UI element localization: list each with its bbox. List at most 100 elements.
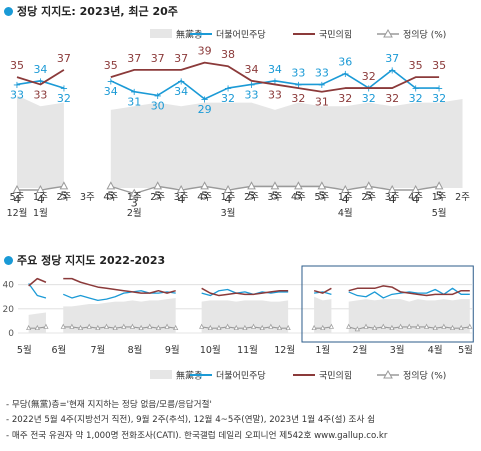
minjoo-series-line — [314, 291, 332, 295]
justice-data-label: 5 — [60, 189, 67, 202]
legend-justice-label: 정의당 (%) — [403, 30, 446, 41]
justice-point — [12, 184, 22, 193]
justice-point — [34, 324, 40, 331]
minjoo-series-line — [62, 290, 176, 302]
justice-point — [434, 181, 444, 190]
ppp-series-line — [201, 287, 289, 297]
justice-data-label: 4 — [412, 193, 419, 206]
minjoo-data-label: 37 — [385, 52, 399, 65]
bottom-chart-title: 주요 정당 지지도 2022-2023 — [4, 252, 165, 268]
x-tick-label: 2주 — [361, 192, 376, 203]
justice-point — [216, 324, 222, 331]
bottom-chart-title-text: 주요 정당 지지도 2022-2023 — [17, 254, 166, 267]
justice-point — [458, 324, 464, 331]
justice-data-label: 5 — [436, 189, 443, 202]
justice-point — [223, 184, 233, 193]
legend-none-icon — [150, 370, 172, 379]
justice-point — [43, 323, 49, 329]
footnote-definition: - 무당(無黨)층='현재 지지하는 정당 없음/모름/응답거절' — [6, 400, 212, 410]
ppp-data-label: 35 — [432, 59, 446, 72]
justice-point — [423, 323, 430, 329]
x-tick-label: 2주 — [150, 192, 165, 203]
minjoo-data-label: 33 — [245, 88, 259, 101]
title-dot-icon — [4, 6, 13, 16]
minjoo-data-label: 31 — [127, 96, 141, 109]
justice-point — [153, 181, 163, 190]
justice-point — [364, 181, 374, 190]
x-tick-label: 2주 — [455, 192, 470, 203]
minjoo-point: + — [130, 87, 138, 98]
month-label: 1월 — [315, 344, 330, 356]
ppp-data-label: 35 — [104, 59, 118, 72]
justice-point — [389, 324, 395, 331]
month-label: 4월 — [428, 344, 443, 356]
minjoo-data-label: 34 — [174, 85, 188, 98]
minjoo-point: + — [247, 80, 255, 91]
justice-point — [200, 181, 209, 190]
x-tick-label: 2주 — [244, 192, 259, 203]
none-area-band — [110, 99, 463, 188]
minjoo-point: + — [294, 80, 302, 91]
minjoo-data-label: 33 — [315, 66, 329, 79]
minjoo-data-label: 30 — [151, 99, 165, 112]
justice-point — [311, 324, 317, 331]
minjoo-point: + — [435, 84, 443, 95]
justice-point — [138, 324, 144, 331]
justice-point — [59, 181, 69, 190]
minjoo-data-label: 33 — [291, 66, 305, 79]
justice-point — [129, 323, 136, 329]
justice-data-label: 5 — [248, 189, 255, 202]
justice-data-label: 5 — [271, 189, 278, 202]
justice-point — [103, 323, 110, 329]
ppp-series-line — [28, 277, 47, 287]
month-label: 10월 — [200, 344, 221, 356]
legend-none-icon — [150, 29, 172, 38]
justice-point — [340, 184, 350, 193]
justice-point — [406, 323, 412, 329]
justice-point — [129, 188, 139, 197]
ppp-data-label: 32 — [338, 92, 352, 105]
minjoo-data-label: 32 — [432, 92, 446, 105]
legend-minjoo-icon-marker: + — [197, 371, 205, 382]
justice-point — [363, 323, 369, 329]
justice-data-label: 4 — [342, 193, 349, 206]
minjoo-point: + — [177, 76, 185, 87]
x-tick-label: 1주 — [127, 192, 142, 203]
justice-data-label: 5 — [201, 189, 208, 202]
x-tick-label: 1주 — [221, 192, 236, 203]
x-tick-label: 3주 — [385, 192, 400, 203]
none-area-band — [63, 297, 176, 333]
ppp-series-line — [16, 69, 65, 86]
legend-none-label: 無黨층 — [176, 370, 202, 382]
month-label: 3월 — [221, 207, 236, 219]
justice-point — [233, 324, 239, 331]
month-label: 12월 — [274, 344, 295, 356]
justice-point — [415, 323, 421, 329]
ppp-series-line — [348, 285, 470, 297]
ppp-data-label: 35 — [409, 59, 423, 72]
ppp-data-label: 39 — [198, 45, 212, 58]
justice-point — [270, 181, 280, 190]
x-tick-label: 4주 — [197, 192, 212, 203]
x-tick-label: 4주 — [408, 192, 423, 203]
justice-point — [320, 324, 326, 331]
minjoo-point: + — [154, 91, 162, 102]
justice-data-label: 5 — [154, 189, 161, 202]
justice-point — [242, 324, 248, 331]
legend-ppp-label: 국민의힘 — [319, 371, 352, 382]
justice-data-label: 5 — [107, 189, 114, 202]
minjoo-point: + — [388, 65, 396, 76]
minjoo-data-label: 32 — [57, 92, 71, 105]
legend-ppp-label: 국민의힘 — [319, 30, 352, 41]
justice-point — [176, 184, 186, 193]
x-tick-label: 2주 — [57, 192, 72, 203]
legend-justice-label: 정의당 (%) — [403, 371, 446, 382]
justice-data-label: 5 — [318, 189, 325, 202]
minjoo-series-line — [28, 283, 47, 299]
top-chart-title: 정당 지지도: 2023년, 최근 20주 — [4, 3, 178, 19]
y-tick-label: 40 — [3, 281, 15, 291]
ppp-series-line — [313, 287, 332, 294]
minjoo-data-label: 34 — [104, 85, 118, 98]
ppp-data-label: 33 — [33, 88, 47, 101]
